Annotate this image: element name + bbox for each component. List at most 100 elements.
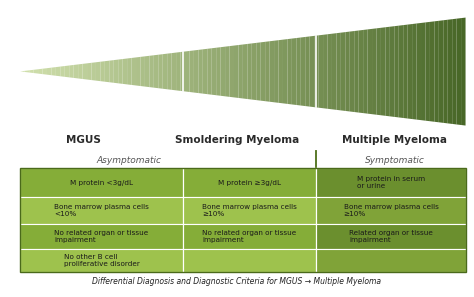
- Polygon shape: [310, 36, 314, 107]
- Polygon shape: [256, 42, 261, 101]
- Polygon shape: [43, 68, 47, 75]
- Polygon shape: [167, 53, 172, 90]
- Polygon shape: [337, 33, 341, 110]
- Polygon shape: [56, 67, 60, 76]
- Polygon shape: [408, 24, 412, 119]
- Polygon shape: [394, 26, 399, 117]
- Polygon shape: [461, 18, 465, 126]
- Polygon shape: [279, 40, 283, 103]
- Polygon shape: [154, 55, 158, 88]
- Polygon shape: [47, 68, 51, 75]
- Polygon shape: [452, 19, 456, 124]
- FancyBboxPatch shape: [20, 198, 183, 224]
- Polygon shape: [323, 34, 328, 109]
- FancyBboxPatch shape: [183, 224, 316, 249]
- Polygon shape: [319, 35, 323, 108]
- Polygon shape: [243, 44, 247, 99]
- Text: Bone marrow plasma cells
≥10%: Bone marrow plasma cells ≥10%: [202, 204, 297, 217]
- Polygon shape: [185, 51, 190, 92]
- Polygon shape: [149, 55, 154, 88]
- Polygon shape: [78, 64, 82, 79]
- Polygon shape: [270, 41, 274, 102]
- Text: Differential Diagnosis and Diagnostic Criteria for MGUS → Multiple Myeloma: Differential Diagnosis and Diagnostic Cr…: [92, 277, 382, 286]
- Polygon shape: [367, 29, 372, 114]
- Polygon shape: [252, 43, 256, 100]
- Polygon shape: [238, 45, 243, 99]
- Polygon shape: [145, 56, 149, 87]
- Polygon shape: [359, 30, 363, 113]
- Polygon shape: [65, 66, 69, 78]
- FancyBboxPatch shape: [183, 198, 316, 224]
- Polygon shape: [350, 31, 354, 112]
- Polygon shape: [283, 39, 287, 104]
- Polygon shape: [96, 62, 100, 81]
- FancyBboxPatch shape: [183, 249, 316, 272]
- Polygon shape: [372, 28, 376, 115]
- FancyBboxPatch shape: [20, 168, 183, 198]
- Polygon shape: [434, 21, 439, 122]
- Polygon shape: [385, 27, 390, 116]
- Polygon shape: [29, 70, 34, 73]
- Polygon shape: [100, 61, 105, 82]
- Polygon shape: [132, 57, 136, 86]
- Polygon shape: [38, 69, 43, 74]
- FancyBboxPatch shape: [20, 249, 183, 272]
- Polygon shape: [261, 42, 265, 101]
- Polygon shape: [332, 33, 337, 110]
- Polygon shape: [69, 65, 73, 78]
- Polygon shape: [390, 26, 394, 117]
- Polygon shape: [51, 67, 56, 76]
- Polygon shape: [176, 52, 181, 91]
- Polygon shape: [399, 25, 403, 118]
- Polygon shape: [305, 37, 310, 107]
- Polygon shape: [354, 31, 359, 113]
- Polygon shape: [274, 40, 279, 103]
- FancyBboxPatch shape: [316, 198, 465, 224]
- Polygon shape: [87, 63, 91, 80]
- Polygon shape: [207, 48, 212, 95]
- Text: Symptomatic: Symptomatic: [365, 156, 425, 165]
- Polygon shape: [60, 66, 65, 77]
- Polygon shape: [140, 56, 145, 86]
- Polygon shape: [328, 34, 332, 109]
- Polygon shape: [158, 54, 163, 89]
- Polygon shape: [296, 37, 301, 105]
- Polygon shape: [426, 22, 430, 121]
- Polygon shape: [34, 69, 38, 74]
- Polygon shape: [91, 62, 96, 80]
- Text: No related organ or tissue
impairment: No related organ or tissue impairment: [55, 230, 149, 243]
- FancyBboxPatch shape: [316, 224, 465, 249]
- Text: Multiple Myeloma: Multiple Myeloma: [342, 135, 447, 145]
- Polygon shape: [439, 20, 443, 123]
- Polygon shape: [292, 38, 296, 105]
- Polygon shape: [443, 20, 448, 123]
- Polygon shape: [73, 64, 78, 78]
- Polygon shape: [346, 31, 350, 111]
- FancyBboxPatch shape: [20, 224, 183, 249]
- Text: Bone marrow plasma cells
<10%: Bone marrow plasma cells <10%: [54, 204, 149, 217]
- Polygon shape: [430, 21, 434, 122]
- Polygon shape: [448, 19, 452, 124]
- Text: M protein ≥3g/dL: M protein ≥3g/dL: [218, 180, 281, 186]
- Text: Related organ or tissue
impairment: Related organ or tissue impairment: [349, 230, 433, 243]
- Polygon shape: [118, 59, 123, 84]
- Polygon shape: [212, 48, 216, 95]
- Polygon shape: [314, 35, 319, 108]
- Polygon shape: [25, 70, 29, 72]
- Polygon shape: [456, 18, 461, 125]
- Polygon shape: [194, 50, 198, 93]
- Polygon shape: [216, 47, 220, 96]
- FancyBboxPatch shape: [316, 168, 465, 198]
- Text: M protein in serum
or urine: M protein in serum or urine: [357, 176, 425, 189]
- Polygon shape: [136, 57, 140, 86]
- Polygon shape: [417, 23, 421, 120]
- Polygon shape: [403, 25, 408, 119]
- Polygon shape: [190, 50, 194, 93]
- FancyBboxPatch shape: [316, 249, 465, 272]
- Text: MGUS: MGUS: [66, 135, 101, 145]
- Text: Smoldering Myeloma: Smoldering Myeloma: [175, 135, 299, 145]
- Polygon shape: [412, 23, 417, 120]
- Polygon shape: [105, 61, 109, 82]
- Polygon shape: [20, 71, 25, 72]
- Polygon shape: [421, 22, 426, 121]
